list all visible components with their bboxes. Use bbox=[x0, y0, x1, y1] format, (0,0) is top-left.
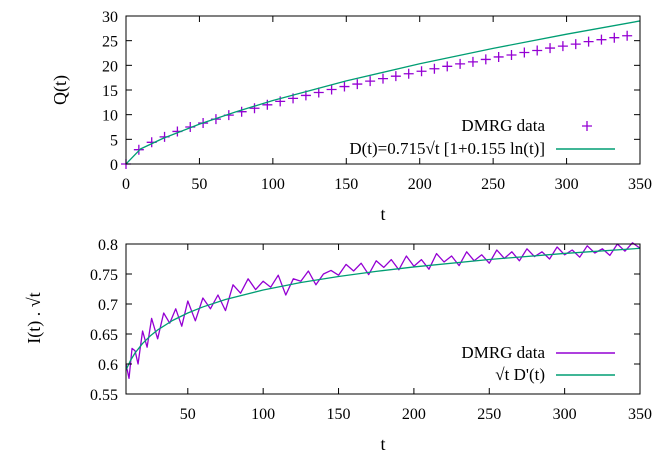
top-legend: DMRG data D(t)=0.715√t [1+0.155 ln(t)] bbox=[349, 116, 615, 158]
top-x-tick-label: 150 bbox=[334, 176, 358, 193]
bottom-x-tick-label: 350 bbox=[628, 406, 652, 423]
top-panel: 0 50 100 150 200 250 300 350 0 5 10 15 20 25 30 t Q(t… bbox=[50, 9, 652, 224]
top-data-point bbox=[249, 103, 260, 114]
top-x-axis-label: t bbox=[380, 204, 385, 224]
top-data-point bbox=[596, 34, 607, 45]
top-data-point bbox=[519, 47, 530, 58]
top-y-tick-label: 30 bbox=[102, 9, 118, 26]
bottom-x-tick-label: 200 bbox=[402, 406, 426, 423]
top-y-tick-label: 20 bbox=[102, 58, 118, 75]
top-data-point bbox=[313, 87, 324, 98]
top-y-tick-label: 15 bbox=[102, 83, 118, 100]
bottom-x-tick-label: 150 bbox=[327, 406, 351, 423]
top-x-tick-label: 0 bbox=[122, 176, 130, 193]
bottom-plot-series bbox=[125, 242, 641, 380]
bottom-x-tick-label: 100 bbox=[251, 406, 275, 423]
top-data-point bbox=[429, 63, 440, 74]
top-plot-series bbox=[121, 20, 641, 169]
bottom-legend-label-fit: √t D'(t) bbox=[495, 365, 545, 384]
top-data-point bbox=[506, 49, 517, 60]
top-series-fit bbox=[125, 20, 641, 165]
top-data-point bbox=[455, 58, 466, 69]
bottom-series-fit bbox=[125, 247, 641, 371]
bottom-y-tick-label: 0.7 bbox=[98, 297, 118, 314]
bottom-panel: 50 100 150 200 250 300 350 0.550.60.650.70.750… bbox=[24, 237, 652, 454]
bottom-series-dmrg bbox=[125, 242, 641, 380]
bottom-y-tick-label: 0.55 bbox=[90, 387, 118, 404]
bottom-y-tick-label: 0.75 bbox=[90, 267, 118, 284]
top-x-tick-label: 50 bbox=[191, 176, 207, 193]
bottom-legend-label-dmrg: DMRG data bbox=[461, 343, 545, 362]
top-data-point bbox=[365, 76, 376, 87]
top-y-axis-label: Q(t) bbox=[50, 75, 71, 105]
top-data-point bbox=[583, 36, 594, 47]
top-data-point bbox=[532, 45, 543, 56]
top-data-point bbox=[416, 66, 427, 77]
top-data-point bbox=[339, 81, 350, 92]
bottom-y-ticks: 0.55 0.6 0.65 0.7 0.75 0.8 bbox=[90, 237, 640, 404]
top-x-tick-label: 350 bbox=[628, 176, 652, 193]
top-data-point bbox=[378, 73, 388, 84]
top-legend-label-dmrg: DMRG data bbox=[461, 116, 545, 135]
top-x-ticks: 0 50 100 150 200 250 300 350 bbox=[122, 16, 652, 193]
top-data-point bbox=[493, 51, 504, 62]
top-data-point bbox=[262, 99, 273, 110]
top-data-point bbox=[622, 30, 633, 41]
bottom-y-tick-label: 0.8 bbox=[98, 237, 118, 254]
bottom-y-tick-label: 0.6 bbox=[98, 357, 118, 374]
top-x-tick-label: 200 bbox=[408, 176, 432, 193]
bottom-x-tick-label: 300 bbox=[553, 406, 577, 423]
top-data-point bbox=[467, 56, 478, 67]
top-x-tick-label: 250 bbox=[481, 176, 505, 193]
top-x-tick-label: 100 bbox=[261, 176, 285, 193]
top-y-tick-label: 25 bbox=[102, 34, 118, 51]
bottom-x-tick-label: 50 bbox=[180, 406, 196, 423]
bottom-x-tick-label: 250 bbox=[477, 406, 501, 423]
top-data-point bbox=[557, 41, 568, 52]
top-data-point bbox=[545, 43, 556, 54]
top-data-point bbox=[352, 79, 363, 90]
top-legend-swatch-dmrg bbox=[582, 121, 592, 131]
top-legend-label-fit: D(t)=0.715√t [1+0.155 ln(t)] bbox=[349, 139, 545, 158]
top-data-point bbox=[133, 144, 144, 155]
top-data-point bbox=[442, 61, 453, 72]
top-legend-plus-marker bbox=[582, 121, 592, 131]
bottom-x-axis-label: t bbox=[380, 434, 385, 454]
bottom-x-ticks: 50 100 150 200 250 300 350 bbox=[180, 244, 652, 423]
top-y-tick-label: 10 bbox=[102, 108, 118, 125]
bottom-y-tick-label: 0.65 bbox=[90, 327, 118, 344]
bottom-y-axis-label: I(t) . √t bbox=[24, 292, 45, 343]
top-y-tick-label: 0 bbox=[110, 157, 118, 174]
top-data-point bbox=[609, 32, 620, 43]
top-data-point bbox=[570, 39, 581, 50]
top-y-ticks: 0 5 10 15 20 25 30 bbox=[102, 9, 640, 174]
top-data-point bbox=[403, 68, 414, 79]
top-data-point bbox=[326, 84, 337, 95]
bottom-plot-frame bbox=[125, 243, 641, 395]
top-data-point bbox=[480, 54, 491, 65]
top-y-tick-label: 5 bbox=[110, 132, 118, 149]
top-data-point bbox=[390, 71, 401, 82]
top-x-tick-label: 300 bbox=[555, 176, 579, 193]
bottom-legend: DMRG data √t D'(t) bbox=[461, 343, 615, 384]
